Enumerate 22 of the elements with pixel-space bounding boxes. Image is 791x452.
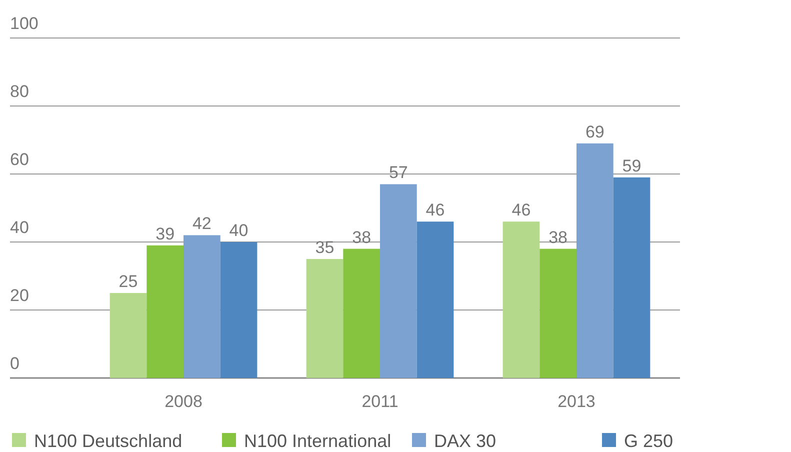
legend-label: DAX 30 bbox=[434, 431, 496, 451]
data-label: 25 bbox=[118, 272, 138, 291]
y-tick-label: 40 bbox=[10, 218, 29, 237]
legend-label: G 250 bbox=[624, 431, 674, 451]
y-tick-label: 60 bbox=[10, 150, 29, 169]
data-label: 35 bbox=[315, 238, 334, 257]
data-label: 69 bbox=[585, 122, 604, 142]
x-tick-label: 2011 bbox=[362, 392, 398, 411]
legend-label: N100 International bbox=[244, 431, 392, 451]
y-tick-label: 80 bbox=[10, 82, 29, 101]
data-label: 59 bbox=[622, 156, 642, 176]
data-label: 40 bbox=[229, 221, 248, 240]
data-label: 39 bbox=[156, 224, 175, 244]
y-tick-label: 20 bbox=[10, 286, 29, 305]
x-tick-label: 2008 bbox=[164, 392, 202, 411]
data-label: 46 bbox=[426, 200, 445, 220]
data-label: 42 bbox=[192, 214, 212, 234]
y-tick-label: 100 bbox=[10, 14, 38, 33]
y-tick-label: 0 bbox=[10, 354, 20, 373]
data-label: 46 bbox=[512, 200, 531, 220]
legend-label: N100 Deutschland bbox=[34, 431, 182, 451]
x-tick-label: 2013 bbox=[558, 392, 596, 411]
